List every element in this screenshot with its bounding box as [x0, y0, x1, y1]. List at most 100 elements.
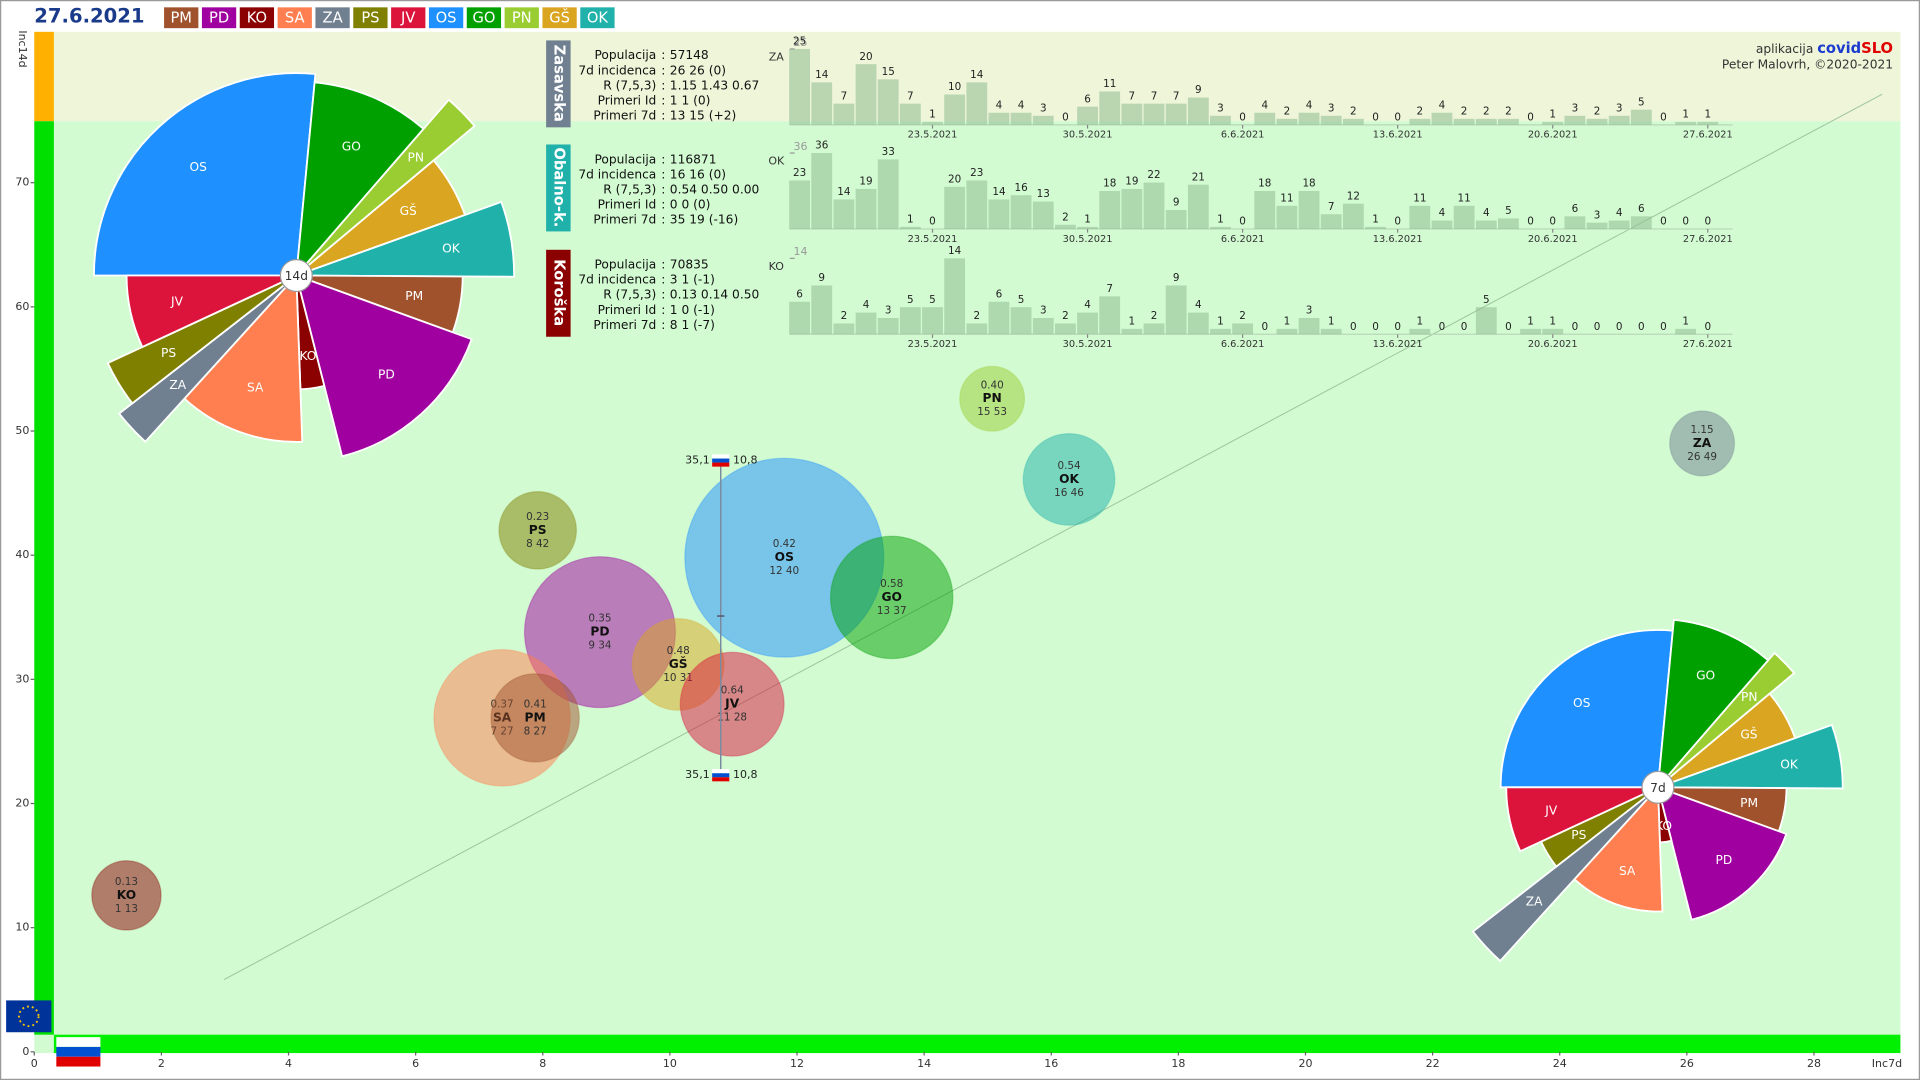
bar-value-label: 7: [1328, 201, 1335, 213]
pie-label: PM: [1740, 796, 1758, 810]
info-value: 0 0 (0): [670, 197, 711, 211]
bar-value-label: 11: [1458, 192, 1471, 204]
x-tick-label: 20.6.2021: [1528, 234, 1578, 245]
x-tick-label: 26: [1680, 1057, 1694, 1070]
region-title: Zasavska: [550, 45, 567, 122]
legend-item[interactable]: OS: [428, 7, 464, 29]
bubble-name: OK: [1059, 472, 1079, 486]
bar: [1010, 307, 1032, 335]
region-code: KO: [769, 260, 785, 273]
legend-item[interactable]: SA: [277, 7, 312, 29]
bubble-name: PD: [590, 625, 609, 639]
bar-value-label: 14: [948, 245, 962, 257]
x-tick-label: 30.5.2021: [1063, 234, 1113, 245]
bar: [966, 323, 988, 335]
legend-item[interactable]: JV: [391, 7, 426, 29]
region-code: ZA: [769, 51, 785, 64]
legend-swatch: [201, 7, 237, 29]
legend-item[interactable]: PD: [201, 7, 237, 29]
bubble-name: JV: [724, 697, 740, 711]
bar-value-label: 3: [1328, 102, 1335, 114]
bubble: [498, 491, 578, 570]
bar-value-label: 4: [1439, 99, 1446, 111]
y-tick-label: 60: [15, 300, 29, 313]
legend-item[interactable]: KO: [239, 7, 275, 29]
bar-value-label: 4: [1195, 299, 1202, 311]
info-label: Primeri Id: [598, 303, 657, 317]
bar-value-label: 6: [796, 288, 803, 300]
y-tick-label: 10: [15, 921, 29, 934]
x-tick-label: 6: [412, 1057, 419, 1070]
bar: [1630, 109, 1652, 125]
legend-swatch: [391, 7, 426, 29]
legend-item[interactable]: OK: [580, 7, 615, 29]
x-tick-label: 23.5.2021: [908, 130, 958, 141]
bar-value-label: 15: [882, 66, 895, 78]
pie-center-label: 14d: [285, 269, 308, 283]
bubble: [1022, 433, 1116, 526]
bar: [1564, 216, 1586, 229]
si-flag: [56, 1037, 101, 1067]
level-strip-orange: [34, 31, 54, 122]
legend-item[interactable]: PS: [353, 7, 388, 29]
bar: [833, 103, 855, 125]
bar: [855, 188, 877, 229]
legend-item[interactable]: GO: [466, 7, 502, 29]
bubble-r-label: 0.54: [1057, 460, 1081, 472]
x-tick-label: 13.6.2021: [1373, 130, 1423, 141]
country-x-label: 10,8: [733, 768, 758, 781]
x-tick-label: 13.6.2021: [1373, 234, 1423, 245]
bar-value-label: 6: [1084, 93, 1091, 105]
bar: [833, 199, 855, 229]
bar-value-label: 18: [1258, 178, 1271, 190]
bubble-name: PM: [525, 710, 546, 724]
bar: [1054, 323, 1076, 335]
bar: [1077, 226, 1098, 229]
x-tick-label: 20: [1298, 1057, 1312, 1070]
bar-value-label: 0: [1350, 321, 1357, 333]
app-name: aplikacija covidSLO: [1756, 40, 1893, 57]
bar-value-label: 0: [1572, 321, 1579, 333]
info-label: Primeri 7d: [593, 213, 656, 227]
pie-center: [279, 258, 313, 293]
country-y-label: 35,1: [685, 454, 710, 467]
bar-value-label: 4: [1483, 207, 1490, 219]
legend-swatch: [315, 7, 350, 29]
x-axis-label: Inc7d: [1872, 1057, 1902, 1070]
x-tick-label: 28: [1807, 1057, 1821, 1070]
legend-label: GŠ: [549, 8, 570, 26]
bar-value-label: 5: [1505, 205, 1512, 217]
info-value: 0.54 0.50 0.00: [670, 182, 760, 196]
bar-value-label: 2: [1483, 105, 1490, 117]
bar: [1210, 115, 1231, 125]
bar: [1187, 184, 1209, 229]
bar-value-label: 1: [1284, 316, 1291, 328]
bar: [1254, 112, 1276, 125]
bar-value-label: 3: [1594, 209, 1601, 221]
bubble: [679, 651, 785, 757]
info-value: 35 19 (-16): [670, 213, 738, 227]
region-tab: [546, 40, 571, 128]
bubble-value-label: 8 42: [526, 538, 549, 550]
info-sep: :: [661, 197, 665, 211]
bar: [1121, 328, 1143, 335]
legend-item[interactable]: PM: [164, 7, 199, 29]
legend-label: ZA: [323, 9, 343, 26]
bar-value-label: 0: [1439, 321, 1446, 333]
bar: [1010, 112, 1032, 125]
x-tick-label: 22: [1426, 1057, 1440, 1070]
legend-item[interactable]: ZA: [315, 7, 350, 29]
pie-label: OK: [1780, 757, 1799, 771]
flag-white: [56, 1037, 101, 1047]
legend-item[interactable]: PN: [504, 7, 539, 29]
bar: [811, 285, 833, 335]
bar: [1032, 318, 1054, 335]
bar-value-label: 1: [1549, 316, 1556, 328]
pie-wedge: [1499, 629, 1674, 789]
bubble-name: GO: [881, 590, 901, 604]
bar: [1032, 201, 1054, 229]
bar-value-label: 0: [1527, 112, 1534, 124]
legend-item[interactable]: GŠ: [542, 7, 577, 29]
bar-value-label: 19: [1125, 176, 1138, 188]
bubble-value-label: 12 40: [769, 565, 799, 577]
